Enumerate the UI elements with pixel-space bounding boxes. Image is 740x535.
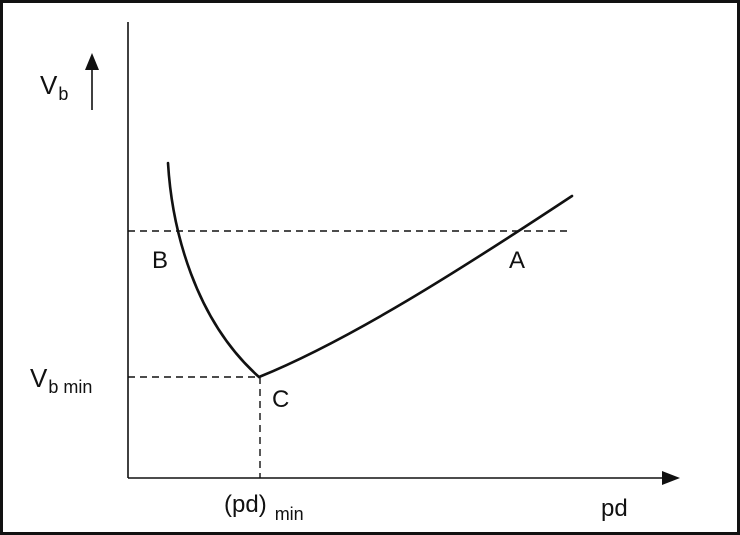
- y-label-arrowhead: [85, 53, 99, 70]
- point-a-label: A: [509, 247, 525, 274]
- paschen-curve: [166, 161, 574, 379]
- point-b-label: B: [152, 247, 168, 274]
- pd-min-label: (pd) min: [224, 491, 304, 524]
- x-axis-label: pd: [601, 495, 628, 522]
- point-c-label: C: [272, 386, 289, 413]
- y-axis-label: Vb: [40, 70, 68, 104]
- x-axis-arrowhead: [662, 471, 680, 485]
- vb-min-label: Vb min: [30, 363, 92, 397]
